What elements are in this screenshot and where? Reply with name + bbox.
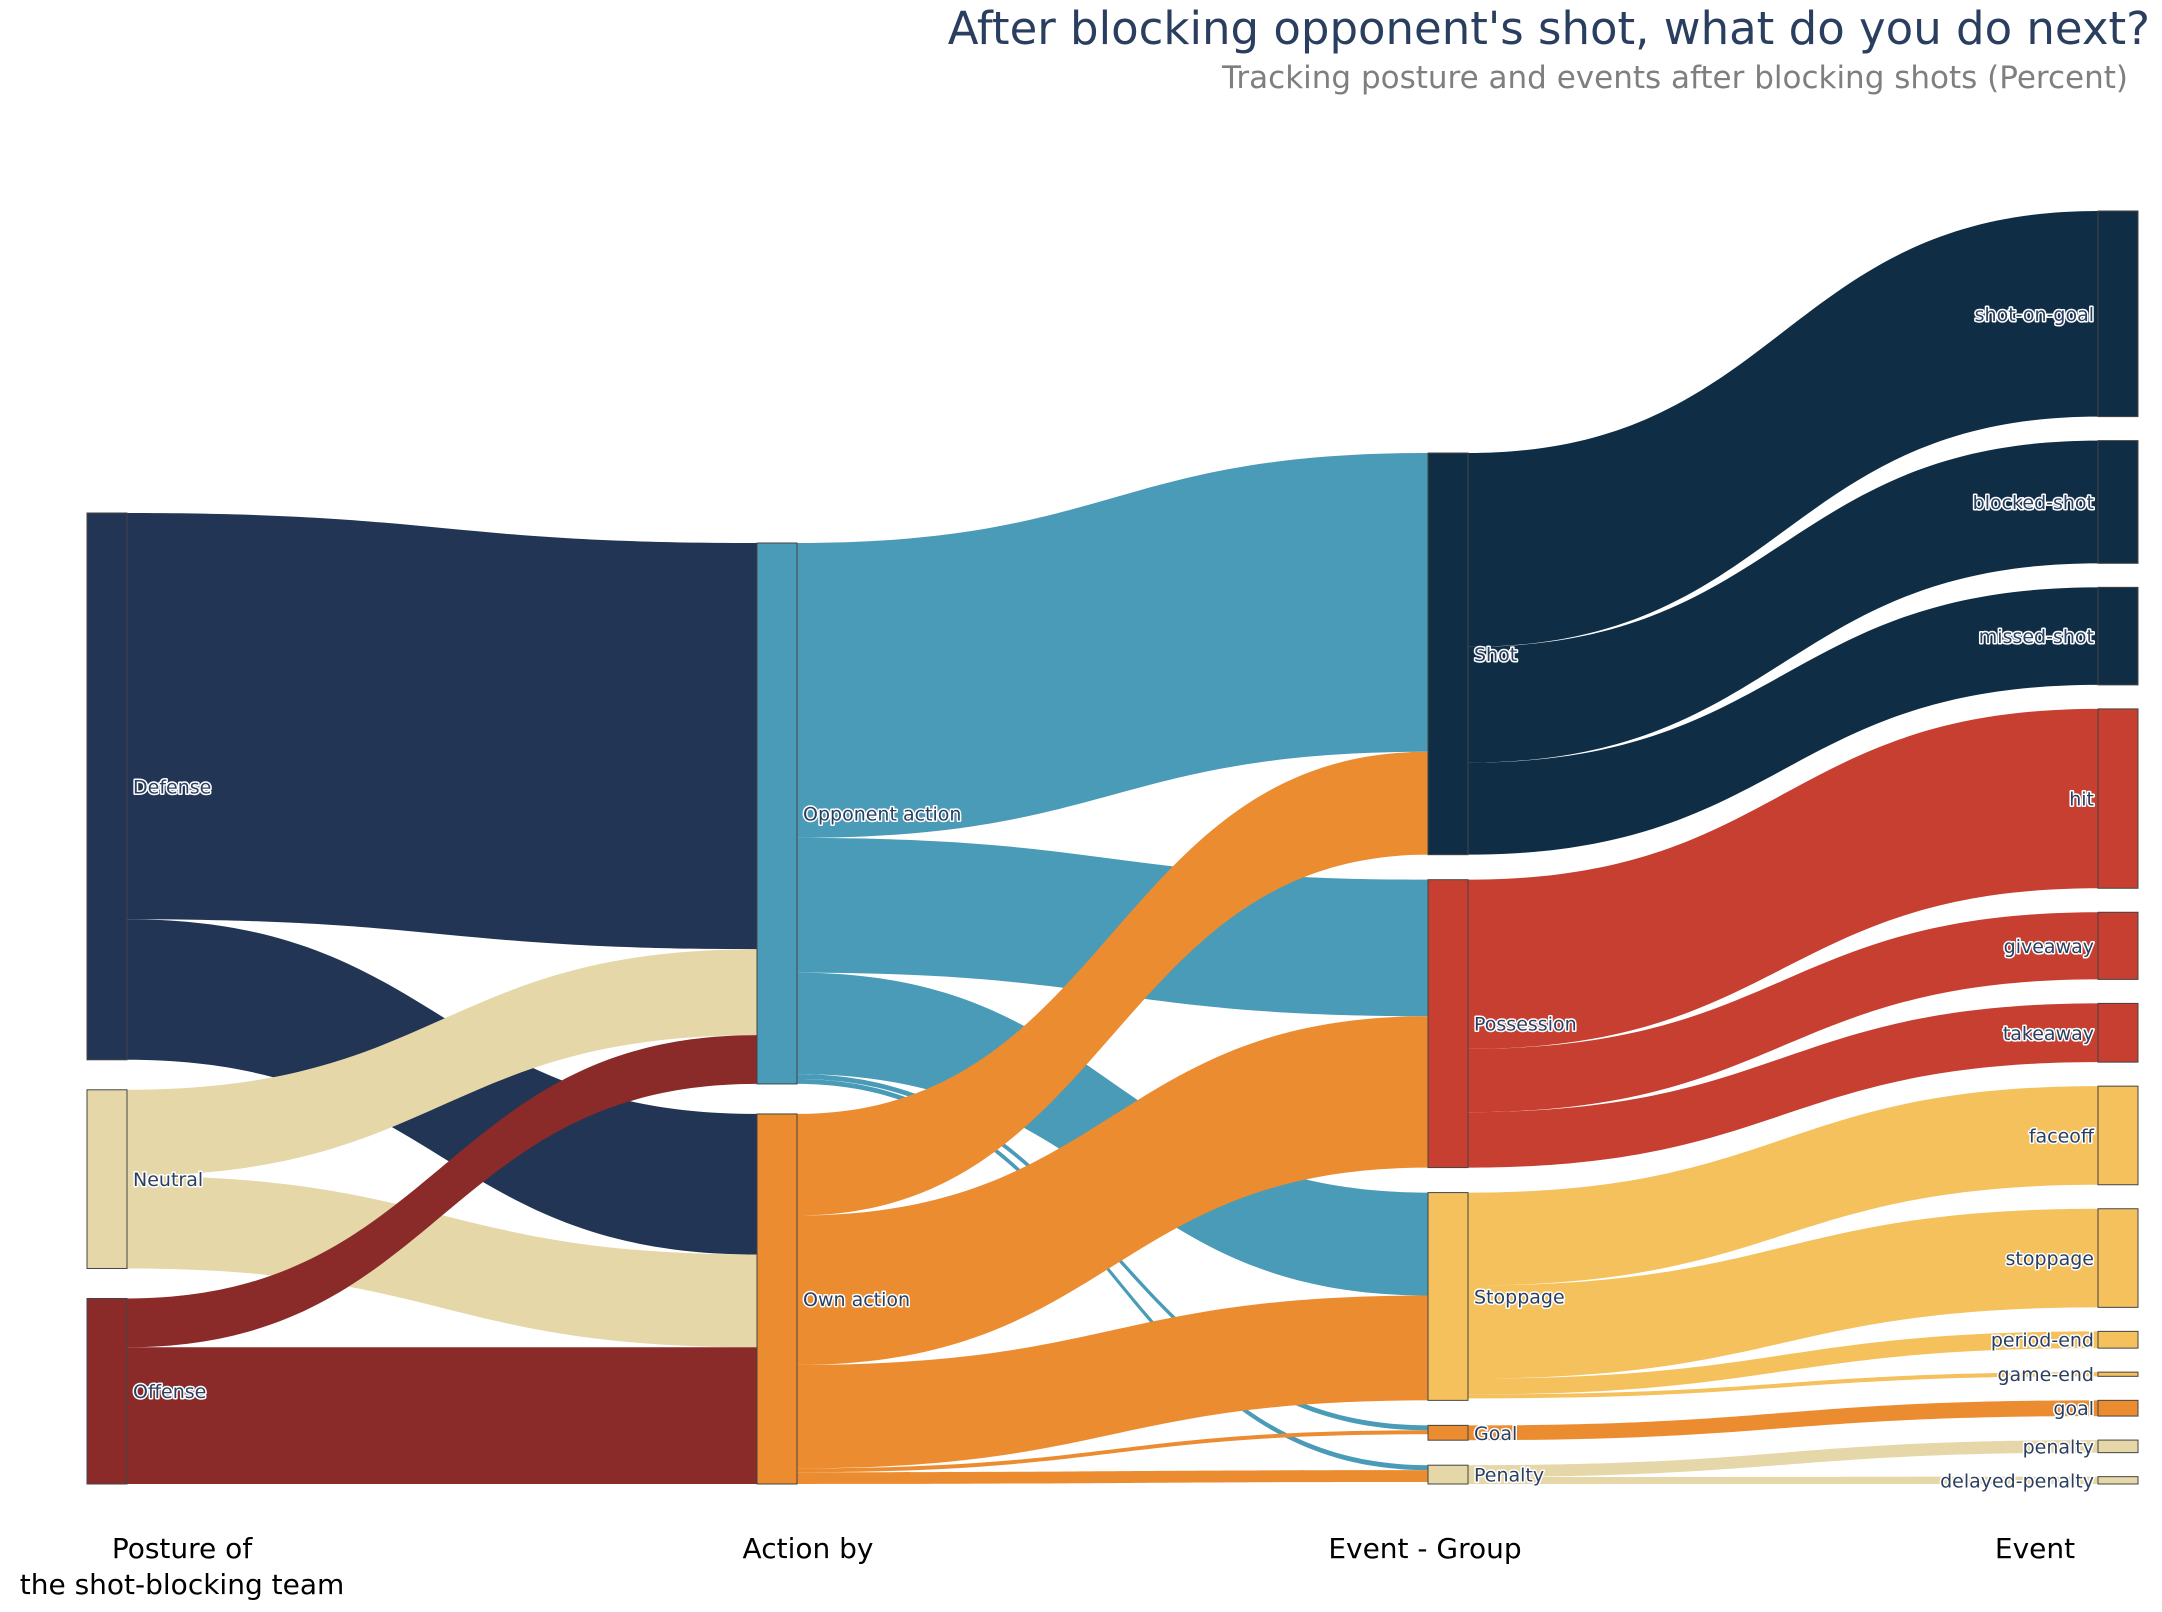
link-poss-to-take: [1468, 1003, 2098, 1168]
link-shot-to-ms: [1468, 587, 2098, 855]
link-stop-to-stopE: [1468, 1208, 2098, 1379]
node-label-shot: Shot: [1474, 644, 1517, 666]
node-gend: [2097, 1371, 2139, 1377]
node-label-give: giveaway: [2004, 936, 2094, 958]
link-shot-to-bs: [1468, 440, 2098, 763]
node-penE: [2097, 1439, 2139, 1454]
node-stopE: [2097, 1208, 2139, 1308]
node-label-poss: Possession: [1474, 1014, 1577, 1036]
link-offense-to-own: [127, 1347, 757, 1484]
node-label-own: Own action: [803, 1289, 910, 1311]
link-own-to-pen: [797, 1470, 1428, 1484]
node-label-take: takeaway: [2003, 1023, 2094, 1045]
link-defense-to-opp: [127, 513, 757, 950]
link-own-to-goalg: [797, 1430, 1428, 1473]
node-label-stopE: stoppage: [2006, 1248, 2095, 1270]
node-label-dpen: delayed-penalty: [1940, 1470, 2094, 1492]
node-label-penE: penalty: [2023, 1436, 2094, 1458]
link-poss-to-hit: [1468, 708, 2098, 1049]
chart-subtitle: Tracking posture and events after blocki…: [1221, 60, 2128, 96]
node-label-face: faceoff: [2029, 1125, 2095, 1147]
node-label-neutral: Neutral: [133, 1169, 203, 1191]
column-label-2: Event - Group: [1328, 1532, 1521, 1565]
link-poss-to-give: [1468, 912, 2098, 1113]
node-label-pend: period-end: [1991, 1330, 2094, 1352]
column-label-1: Action by: [743, 1532, 874, 1565]
node-stop: [1427, 1192, 1469, 1401]
nodes-layer: [86, 210, 2139, 1485]
link-opp-to-shot: [797, 453, 1428, 838]
node-label-hit: hit: [2069, 789, 2094, 811]
node-give: [2097, 911, 2139, 980]
links-layer: [127, 211, 2098, 1484]
node-opp: [756, 542, 798, 1085]
link-own-to-poss: [797, 1016, 1428, 1365]
column-labels: Posture of the shot-blocking team Action b…: [20, 1532, 2075, 1601]
node-ms: [2097, 586, 2139, 686]
node-dpen: [2097, 1476, 2139, 1485]
link-stop-to-pend: [1468, 1331, 2098, 1395]
node-own: [756, 1113, 798, 1485]
node-goalE: [2097, 1399, 2139, 1417]
node-shot: [1427, 452, 1469, 856]
node-sog: [2097, 210, 2139, 418]
node-hit: [2097, 708, 2139, 889]
node-face: [2097, 1085, 2139, 1186]
node-pend: [2097, 1330, 2139, 1349]
link-opp-to-pen: [797, 1079, 1428, 1471]
node-poss: [1427, 879, 1469, 1169]
chart-title: After blocking opponent's shot, what do …: [948, 2, 2150, 55]
node-neutral: [86, 1089, 128, 1269]
labels-layer: Defense Neutral Offense Opponent action Own …: [132, 302, 2097, 1494]
node-label-stop: Stoppage: [1474, 1286, 1565, 1308]
node-label-defense: Defense: [133, 776, 211, 798]
link-pen-to-dpen: [1468, 1476, 2098, 1484]
link-stop-to-gend: [1468, 1372, 2098, 1399]
node-label-gend: game-end: [1997, 1364, 2094, 1386]
node-defense: [86, 512, 128, 1061]
node-take: [2097, 1002, 2139, 1063]
link-neutral-to-opp: [127, 949, 757, 1176]
node-offense: [86, 1297, 128, 1485]
column-label-0: Posture of the shot-blocking team: [20, 1532, 345, 1601]
link-stop-to-face: [1468, 1086, 2098, 1286]
column-label-3: Event: [1995, 1532, 2075, 1565]
link-offense-to-opp: [127, 1035, 757, 1348]
node-label-goalg: Goal: [1474, 1423, 1517, 1445]
node-label-offense: Offense: [133, 1381, 206, 1403]
node-label-opp: Opponent action: [803, 803, 961, 825]
link-neutral-to-own: [127, 1175, 757, 1348]
node-bs: [2097, 440, 2139, 564]
node-goalg: [1427, 1424, 1469, 1441]
link-own-to-stop: [797, 1295, 1428, 1469]
node-label-ms: missed-shot: [1979, 626, 2094, 648]
link-shot-to-sog: [1468, 211, 2098, 647]
link-own-to-shot: [797, 751, 1428, 1216]
node-label-bs: blocked-shot: [1973, 492, 2094, 514]
link-pen-to-penE: [1468, 1440, 2098, 1478]
node-pen: [1427, 1464, 1469, 1485]
link-goalg-to-goalE: [1468, 1400, 2098, 1441]
node-label-pen: Penalty: [1474, 1465, 1544, 1487]
node-label-sog: shot-on-goal: [1975, 304, 2094, 326]
node-label-goalE: goal: [2053, 1398, 2094, 1420]
